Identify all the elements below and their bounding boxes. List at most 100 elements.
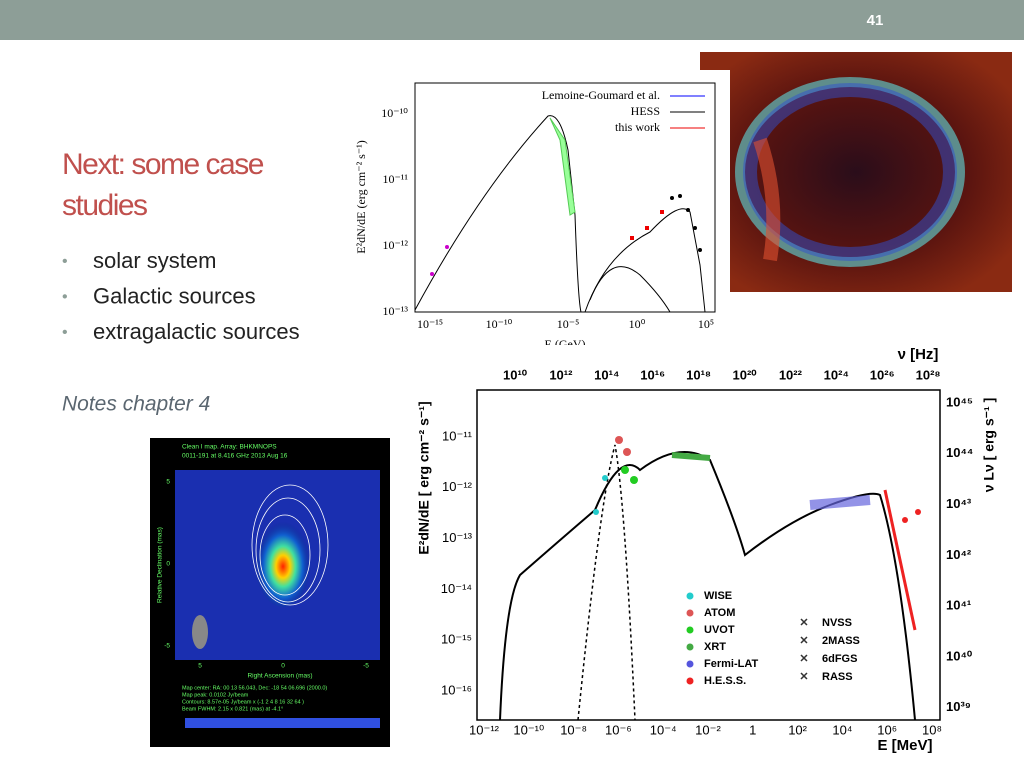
top-tick-label: 10²⁰ bbox=[732, 367, 757, 382]
legend-marker bbox=[686, 592, 694, 600]
legend-marker bbox=[686, 643, 694, 651]
radio-y-tick: 0 bbox=[166, 561, 170, 568]
y-tick-label: 10⁻¹³ bbox=[382, 304, 408, 318]
sed-frame bbox=[476, 389, 941, 721]
sed-model bbox=[499, 451, 916, 721]
snr-sync-curve bbox=[414, 115, 582, 313]
bullet: extragalactic sources bbox=[93, 319, 300, 344]
top-bar bbox=[0, 0, 1024, 40]
legend-label: UVOT bbox=[704, 624, 735, 636]
y-axis-label: E²dN/dE (erg cm⁻² s⁻¹) bbox=[354, 140, 368, 254]
legend-label: WISE bbox=[704, 590, 732, 602]
nebula-filament bbox=[753, 137, 781, 262]
legend-marker bbox=[686, 660, 694, 668]
x-tick-label: 10⁻⁵ bbox=[557, 317, 580, 331]
radio-x-tick: -5 bbox=[363, 663, 369, 670]
sed-legend: WISE ATOM UVOT XRT Fermi-LAT H.E.S.S. ✕ NVSS ✕ 2M… bbox=[686, 590, 860, 687]
y2-tick-label: 10³⁹ bbox=[946, 699, 971, 714]
top-tick-label: 10²⁸ bbox=[916, 367, 941, 382]
y-axis-label: E²dN/dE [ erg cm⁻² s⁻¹] bbox=[416, 401, 432, 554]
x-tick-label: 10⁻¹² bbox=[469, 722, 500, 737]
title-line: studies bbox=[62, 189, 147, 222]
radio-footer: Map peak: 0.0102 Jy/beam bbox=[182, 692, 249, 698]
top-tick-label: 10²² bbox=[779, 367, 803, 382]
y2-tick-label: 10⁴³ bbox=[946, 496, 972, 511]
y-tick-label: 10⁻¹⁶ bbox=[441, 682, 472, 697]
bullet-dot: • bbox=[62, 324, 68, 341]
x-tick-label: 10⁻² bbox=[695, 722, 721, 737]
legend-marker: ✕ bbox=[799, 617, 808, 629]
bullet: Galactic sources bbox=[93, 283, 256, 308]
y2-tick-label: 10⁴¹ bbox=[946, 598, 971, 613]
title-line: Next: some case bbox=[62, 148, 264, 181]
sed-host bbox=[577, 444, 636, 721]
radio-blob bbox=[255, 517, 311, 607]
y-tick-label: 10⁻¹¹ bbox=[382, 172, 408, 186]
y2-tick-label: 10⁴⁵ bbox=[946, 394, 973, 409]
y-tick-label: 10⁻¹³ bbox=[442, 530, 473, 545]
nebula-ring bbox=[735, 77, 965, 267]
x-tick-label: 10⁵ bbox=[698, 317, 714, 331]
radio-y-tick: -5 bbox=[164, 643, 170, 650]
y-tick-label: 10⁻¹² bbox=[382, 238, 408, 252]
y-tick-label: 10⁻¹⁵ bbox=[441, 632, 472, 647]
top-tick-label: 10²⁶ bbox=[870, 367, 895, 382]
x-tick-label: 10² bbox=[788, 722, 807, 737]
x-tick-label: 10⁻⁶ bbox=[605, 722, 632, 737]
snr-lg-band bbox=[549, 117, 576, 216]
y2-axis-label: ν Lν [ erg s⁻¹ ] bbox=[981, 398, 997, 493]
bullet: solar system bbox=[93, 248, 216, 273]
radio-x-tick: 5 bbox=[198, 663, 202, 670]
legend-label: 2MASS bbox=[822, 635, 860, 647]
nebula-ring-inner bbox=[743, 83, 957, 261]
top-tick-label: 10¹⁶ bbox=[640, 367, 665, 382]
note: Notes chapter 4 bbox=[62, 393, 210, 416]
legend-marker: ✕ bbox=[799, 635, 808, 647]
legend-marker bbox=[686, 677, 694, 685]
top-axis-label: ν [Hz] bbox=[898, 346, 939, 363]
radio-header: 0011-191 at 8.416 GHz 2013 Aug 16 bbox=[182, 453, 288, 460]
bullet-dot: • bbox=[62, 253, 68, 270]
radio-colorbar bbox=[185, 718, 380, 728]
radio-footer: Contours: 8.57e-05 Jy/beam x (-1 2 4 8 1… bbox=[182, 699, 304, 705]
slide-number: 41 bbox=[867, 12, 884, 29]
radio-x-label: Right Ascension (mas) bbox=[247, 673, 312, 680]
sed-points bbox=[593, 436, 921, 631]
y-tick-label: 10⁻¹⁰ bbox=[381, 106, 408, 120]
radio-texts: Clean I map. Array: BHKMNOPS 0011-191 at … bbox=[157, 444, 370, 713]
y2-tick-label: 10⁴⁰ bbox=[946, 648, 973, 663]
legend-label: 6dFGS bbox=[822, 653, 857, 665]
x-tick-label: 10⁻¹⁰ bbox=[486, 317, 513, 331]
x-tick-label: 10⁻⁸ bbox=[560, 722, 587, 737]
x-tick-label: 10⁻¹⁵ bbox=[417, 317, 443, 331]
bullet-dot: • bbox=[62, 289, 68, 306]
y-tick-label: 10⁻¹⁴ bbox=[441, 581, 472, 596]
snr-hess bbox=[670, 194, 702, 252]
radio-footer: Map center: RA: 00 13 56.043, Dec: -18 5… bbox=[182, 685, 327, 691]
radio-y-tick: 5 bbox=[166, 479, 170, 486]
legend-marker: ✕ bbox=[799, 653, 808, 665]
legend-label: Fermi-LAT bbox=[704, 658, 758, 670]
x-tick-label: 10⁻⁴ bbox=[650, 722, 677, 737]
y-tick-label: 10⁻¹² bbox=[442, 479, 473, 494]
top-tick-label: 10¹⁴ bbox=[594, 367, 619, 382]
legend-label: H.E.S.S. bbox=[704, 675, 746, 687]
radio-footer: Beam FWHM: 2.15 x 0.821 (mas) at -4.1° bbox=[182, 706, 283, 712]
radio-x-tick: 0 bbox=[281, 663, 285, 670]
snr-pion-curve bbox=[589, 266, 671, 313]
radio-contours bbox=[251, 484, 329, 606]
snr-frame bbox=[414, 82, 716, 313]
legend-marker: ✕ bbox=[799, 671, 808, 683]
legend-label: ATOM bbox=[704, 607, 735, 619]
top-tick-label: 10¹⁸ bbox=[686, 367, 711, 382]
x-tick-label: 10⁸ bbox=[922, 722, 942, 737]
bullet-list: • solar system • Galactic sources • extragala… bbox=[62, 248, 300, 344]
top-tick-label: 10²⁴ bbox=[824, 367, 849, 382]
snr-this-work bbox=[630, 210, 664, 240]
x-tick-label: 10⁴ bbox=[832, 722, 852, 737]
x-tick-label: 1 bbox=[749, 722, 756, 737]
x-tick-label: 10⁶ bbox=[877, 722, 897, 737]
x-axis-label: E [MeV] bbox=[877, 737, 932, 754]
